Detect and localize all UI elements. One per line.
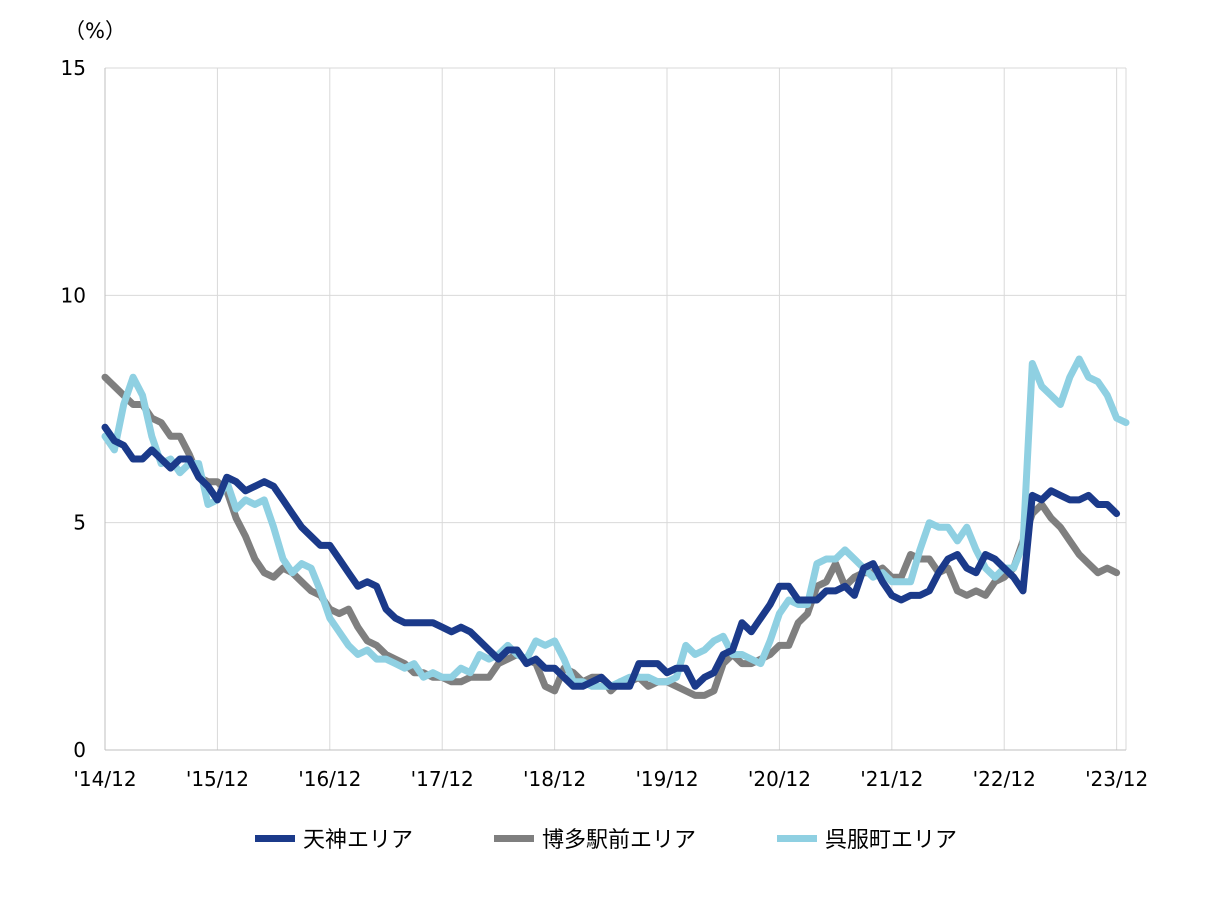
series-line-tenjin <box>101 423 1121 690</box>
x-tick-label: '16/12 <box>298 767 361 791</box>
legend-swatch-gofukumachi <box>777 834 817 842</box>
axes: 0 5 10 15 '14/12 '15/12 '16/12 '17/12 '18/12 '19/… <box>61 56 1149 791</box>
x-tick-label: '22/12 <box>973 767 1036 791</box>
unit-label: （%） <box>64 19 126 43</box>
x-tick-label: '19/12 <box>635 767 698 791</box>
legend-label-hakata: 博多駅前エリア <box>542 828 697 853</box>
y-tick-label: 10 <box>61 283 86 307</box>
legend-item-tenjin: 天神エリア <box>255 818 413 858</box>
x-tick-label: '23/12 <box>1085 767 1148 791</box>
y-tick-label: 5 <box>73 511 86 535</box>
legend-label-tenjin: 天神エリア <box>303 828 414 853</box>
legend-swatch-hakata <box>494 834 534 842</box>
x-tick-label: '18/12 <box>523 767 586 791</box>
x-tick-label: '14/12 <box>73 767 136 791</box>
x-tick-label: '17/12 <box>411 767 474 791</box>
legend-item-gofukumachi: 呉服町エリア <box>777 818 957 858</box>
legend: 天神エリア 博多駅前エリア 呉服町エリア <box>0 818 1225 858</box>
x-tick-label: '20/12 <box>748 767 811 791</box>
legend-label-gofukumachi: 呉服町エリア <box>825 828 958 853</box>
gridlines <box>105 67 1127 750</box>
y-tick-label: 0 <box>73 738 86 762</box>
x-tick-label: '21/12 <box>860 767 923 791</box>
legend-swatch-tenjin <box>255 834 295 842</box>
x-tick-label: '15/12 <box>186 767 249 791</box>
series-line-hakata <box>101 373 1121 699</box>
series-lines <box>101 355 1130 699</box>
y-tick-label: 15 <box>61 56 86 80</box>
legend-item-hakata: 博多駅前エリア <box>494 818 696 858</box>
